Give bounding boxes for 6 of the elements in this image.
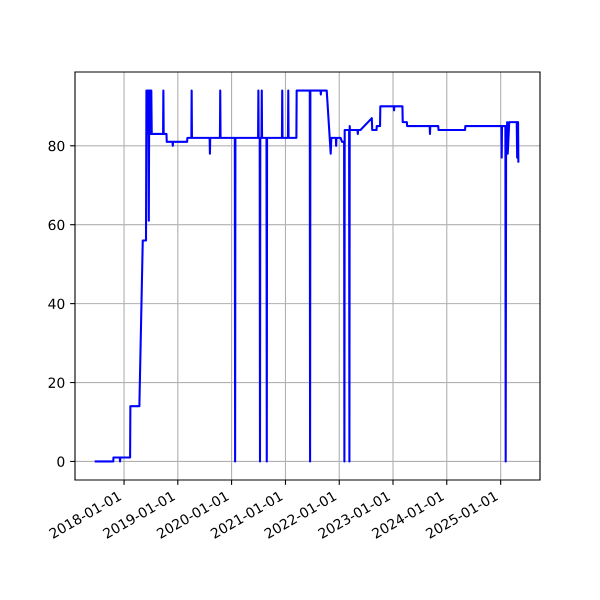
y-tick-label: 20 — [48, 378, 64, 388]
y-tick-label: 60 — [48, 220, 64, 230]
y-tick-label: 40 — [48, 298, 64, 310]
y-tick-label: 80 — [48, 140, 64, 152]
line-series — [94, 90, 520, 462]
y-tick-label: 0 — [57, 456, 64, 467]
